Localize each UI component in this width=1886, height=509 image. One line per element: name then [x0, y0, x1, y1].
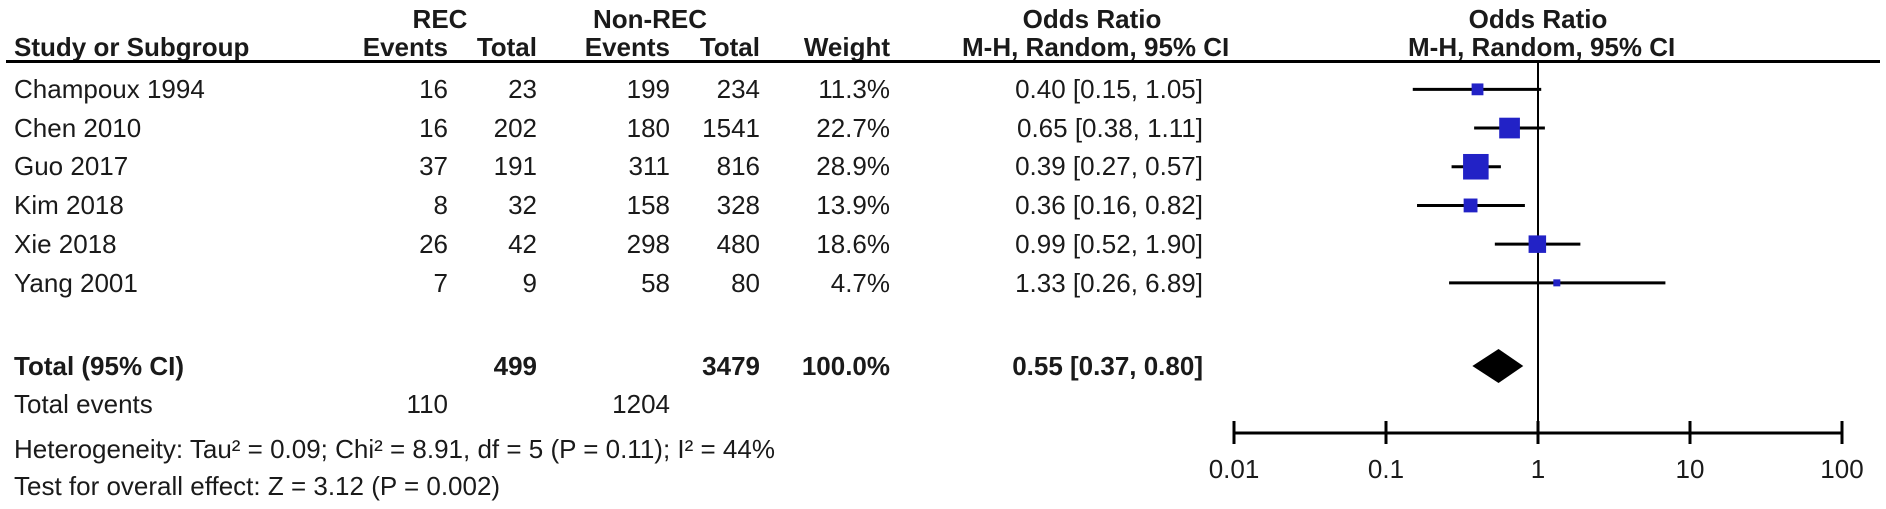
rec-events-value: 16 — [419, 74, 448, 104]
rec-total-value: 42 — [508, 228, 537, 259]
table-row: Champoux 1994 16 23 199 234 11.3% 0.40 [… — [0, 70, 1230, 109]
nonrec-total-value: 480 — [716, 228, 760, 259]
study-name: Xie 2018 — [14, 228, 117, 259]
nonrec-events-value: 298 — [626, 228, 670, 259]
total-events-nonrec: 1204 — [612, 389, 670, 419]
weight-column-header: Weight — [803, 32, 890, 62]
axis-tick-label: 1 — [1531, 454, 1545, 484]
axis-tick-label: 0.01 — [1209, 454, 1260, 484]
table-row: Yang 2001 7 9 58 80 4.7% 1.33 [0.26, 6.8… — [0, 264, 1230, 303]
rec-events-value: 8 — [433, 190, 448, 221]
effect-marker — [1528, 235, 1547, 253]
nonrec-events-header: Events — [584, 32, 670, 62]
or-ci-text: 1.33 [0.26, 6.89] — [1015, 267, 1203, 298]
nonrec-total-value: 80 — [731, 267, 760, 298]
summary-diamond — [1472, 349, 1524, 383]
rec-events-value: 16 — [419, 112, 448, 143]
total-events-label: Total events — [14, 389, 153, 419]
rec-total-value: 23 — [508, 74, 537, 104]
axis-tick-label: 10 — [1676, 454, 1705, 484]
study-name: Champoux 1994 — [14, 74, 205, 104]
total-label: Total (95% CI) — [14, 351, 184, 381]
table-row: Xie 2018 26 42 298 480 18.6% 0.99 [0.52,… — [0, 225, 1230, 264]
nonrec-total-value: 816 — [716, 151, 760, 182]
weight-value: 18.6% — [816, 228, 890, 259]
rec-total-value: 191 — [493, 151, 537, 182]
rec-total-value: 9 — [522, 267, 537, 298]
rec-events-value: 37 — [419, 151, 448, 182]
or-column-subtitle: M-H, Random, 95% CI — [962, 32, 1230, 62]
nonrec-total-value: 1541 — [702, 112, 760, 143]
effect-marker — [1463, 153, 1489, 180]
nonrec-events-value: 58 — [641, 267, 670, 298]
rec-events-value: 7 — [433, 267, 448, 298]
rec-total-value: 202 — [493, 112, 537, 143]
rec-total-header: Total — [476, 32, 537, 62]
rec-events-header: Events — [362, 32, 448, 62]
rec-total-value: 32 — [508, 190, 537, 221]
table-row: Chen 2010 16 202 180 1541 22.7% 0.65 [0.… — [0, 109, 1230, 148]
nonrec-events-value: 199 — [626, 74, 670, 104]
nonrec-total-value: 328 — [716, 190, 760, 221]
or-plot-title: Odds Ratio — [1468, 4, 1608, 34]
nonrec-events-value: 158 — [626, 190, 670, 221]
axis-tick-label: 100 — [1820, 454, 1863, 484]
total-rec-total: 499 — [493, 351, 537, 381]
or-ci-text: 0.39 [0.27, 0.57] — [1015, 151, 1203, 182]
total-row: Total (95% CI) 499 3479 100.0% 0.55 [0.3… — [0, 347, 1230, 386]
effect-marker — [1553, 279, 1561, 287]
or-ci-text: 0.65 [0.38, 1.11] — [1017, 112, 1203, 143]
overall-effect-test: Test for overall effect: Z = 3.12 (P = 0… — [14, 471, 501, 501]
total-weight: 100.0% — [801, 351, 890, 381]
rec-events-value: 26 — [419, 228, 448, 259]
study-name: Yang 2001 — [14, 267, 138, 298]
table-row: Kim 2018 8 32 158 328 13.9% 0.36 [0.16, … — [0, 186, 1230, 225]
weight-value: 4.7% — [830, 267, 890, 298]
or-ci-text: 0.40 [0.15, 1.05] — [1015, 74, 1203, 104]
total-nonrec-total: 3479 — [702, 351, 760, 381]
study-name: Chen 2010 — [14, 112, 142, 143]
effect-marker — [1463, 198, 1478, 213]
column-group-nonrec: Non-REC — [592, 4, 708, 34]
total-or-ci: 0.55 [0.37, 0.80] — [1012, 351, 1203, 381]
study-column-header: Study or Subgroup — [14, 32, 250, 62]
effect-marker — [1499, 117, 1520, 139]
study-name: Kim 2018 — [14, 190, 124, 221]
weight-value: 13.9% — [816, 190, 890, 221]
column-group-rec: REC — [412, 4, 468, 34]
axis-tick-label: 0.1 — [1368, 454, 1404, 484]
nonrec-total-value: 234 — [716, 74, 760, 104]
nonrec-events-value: 311 — [628, 151, 670, 182]
or-plot-subtitle: M-H, Random, 95% CI — [1408, 32, 1676, 62]
table-row: Guo 2017 37 191 311 816 28.9% 0.39 [0.27… — [0, 147, 1230, 186]
nonrec-total-header: Total — [699, 32, 760, 62]
or-column-title: Odds Ratio — [1022, 4, 1162, 34]
nonrec-events-value: 180 — [626, 112, 670, 143]
weight-value: 11.3% — [818, 74, 890, 104]
or-ci-text: 0.36 [0.16, 0.82] — [1015, 190, 1203, 221]
total-events-row: Total events 110 1204 — [0, 385, 1230, 424]
total-events-rec: 110 — [406, 389, 448, 419]
study-name: Guo 2017 — [14, 151, 129, 182]
or-ci-text: 0.99 [0.52, 1.90] — [1015, 228, 1203, 259]
weight-value: 22.7% — [816, 112, 890, 143]
effect-marker — [1471, 83, 1484, 96]
header-divider-line — [6, 60, 1880, 63]
heterogeneity-stats: Heterogeneity: Tau² = 0.09; Chi² = 8.91,… — [14, 434, 775, 464]
weight-value: 28.9% — [816, 151, 890, 182]
